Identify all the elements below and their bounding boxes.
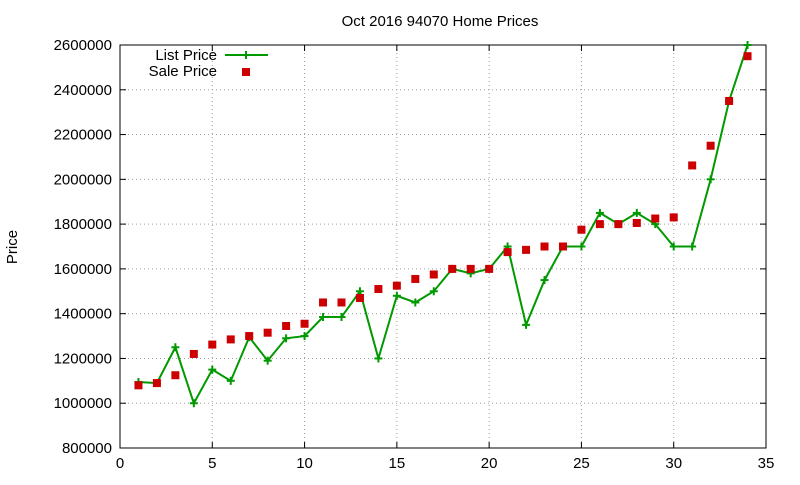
list-price-point — [282, 334, 291, 343]
sale-price-point — [651, 214, 660, 223]
list-price-point — [540, 276, 549, 285]
y-tick-label: 2200000 — [54, 127, 112, 144]
axes: 0 5 10 15 20 25 30 35 800000 1000000 1200000 140000… — [54, 37, 775, 472]
sale-price-point — [743, 52, 752, 61]
sale-price-point — [300, 319, 309, 328]
sale-price-point — [374, 285, 383, 294]
sale-price-point — [319, 298, 328, 307]
list-price-point — [226, 376, 235, 385]
y-tick-label: 2400000 — [54, 82, 112, 99]
sale-price-point — [725, 96, 734, 105]
sale-price-point — [669, 213, 678, 222]
sale-price-point — [134, 381, 143, 390]
grid — [120, 45, 766, 448]
y-tick-label: 2000000 — [54, 171, 112, 188]
sale-price-point — [171, 371, 180, 380]
sale-price-point — [411, 274, 420, 283]
list-price-point — [632, 208, 641, 217]
x-tick-label: 20 — [481, 455, 498, 472]
sale-price-point — [632, 218, 641, 227]
sale-price-point — [245, 332, 254, 341]
y-tick-label: 1600000 — [54, 261, 112, 278]
sale-price-point — [466, 264, 475, 273]
y-axis-label: Price — [4, 230, 21, 264]
list-price-point — [263, 356, 272, 365]
sale-price-point — [152, 379, 161, 388]
x-tick-label: 5 — [208, 455, 216, 472]
x-tick-label: 15 — [389, 455, 406, 472]
y-tick-label: 800000 — [62, 440, 112, 457]
list-price-point — [595, 208, 604, 217]
sale-price-point — [189, 349, 198, 358]
legend-label-list-price: List Price — [155, 47, 217, 64]
sale-price-point — [503, 248, 512, 257]
chart-title: Oct 2016 94070 Home Prices — [342, 13, 539, 30]
sale-price-point — [522, 245, 531, 254]
y-tick-label: 1000000 — [54, 395, 112, 412]
legend-swatch-sale-price — [242, 68, 250, 76]
y-tick-label: 1800000 — [54, 216, 112, 233]
sale-price-point — [688, 161, 697, 170]
list-price-line — [138, 44, 749, 406]
sale-price-point — [448, 264, 457, 273]
list-price-point — [319, 313, 328, 322]
list-price-point — [300, 332, 309, 341]
list-price-point — [337, 313, 346, 322]
sale-price-point — [355, 293, 364, 302]
sale-price-point — [577, 225, 586, 234]
list-price-point — [522, 320, 531, 329]
sale-price-point — [429, 270, 438, 279]
list-price-point — [706, 175, 715, 184]
sale-price-point — [337, 298, 346, 307]
y-tick-label: 1200000 — [54, 350, 112, 367]
sale-price-point — [226, 335, 235, 344]
list-price-point — [392, 291, 401, 300]
list-price-point — [189, 399, 198, 408]
sale-price-point — [485, 264, 494, 273]
list-price-point — [669, 242, 678, 251]
sale-price-point — [558, 242, 567, 251]
sale-price-point — [614, 220, 623, 229]
legend-label-sale-price: Sale Price — [149, 63, 217, 80]
series — [134, 41, 752, 408]
sale-price-point — [540, 242, 549, 251]
sale-price-point — [706, 141, 715, 150]
x-tick-label: 10 — [296, 455, 313, 472]
list-price-point — [411, 298, 420, 307]
list-price-point — [743, 41, 752, 49]
list-price-point — [577, 242, 586, 251]
plot-frame — [119, 44, 767, 449]
sale-price-point — [208, 340, 217, 349]
list-price-point — [429, 287, 438, 296]
list-price-point — [355, 287, 364, 296]
x-tick-label: 35 — [758, 455, 775, 472]
x-tick-label: 0 — [116, 455, 124, 472]
sale-price-point — [282, 321, 291, 330]
y-tick-label: 2600000 — [54, 37, 112, 54]
sale-price-point — [595, 220, 604, 229]
list-price-point — [208, 365, 217, 374]
x-tick-label: 30 — [665, 455, 682, 472]
list-price-point — [688, 242, 697, 251]
sale-price-point — [392, 281, 401, 290]
y-tick-label: 1400000 — [54, 306, 112, 323]
x-tick-label: 25 — [573, 455, 590, 472]
list-price-point — [374, 354, 383, 363]
list-price-point — [171, 343, 180, 352]
sale-price-point — [263, 328, 272, 337]
